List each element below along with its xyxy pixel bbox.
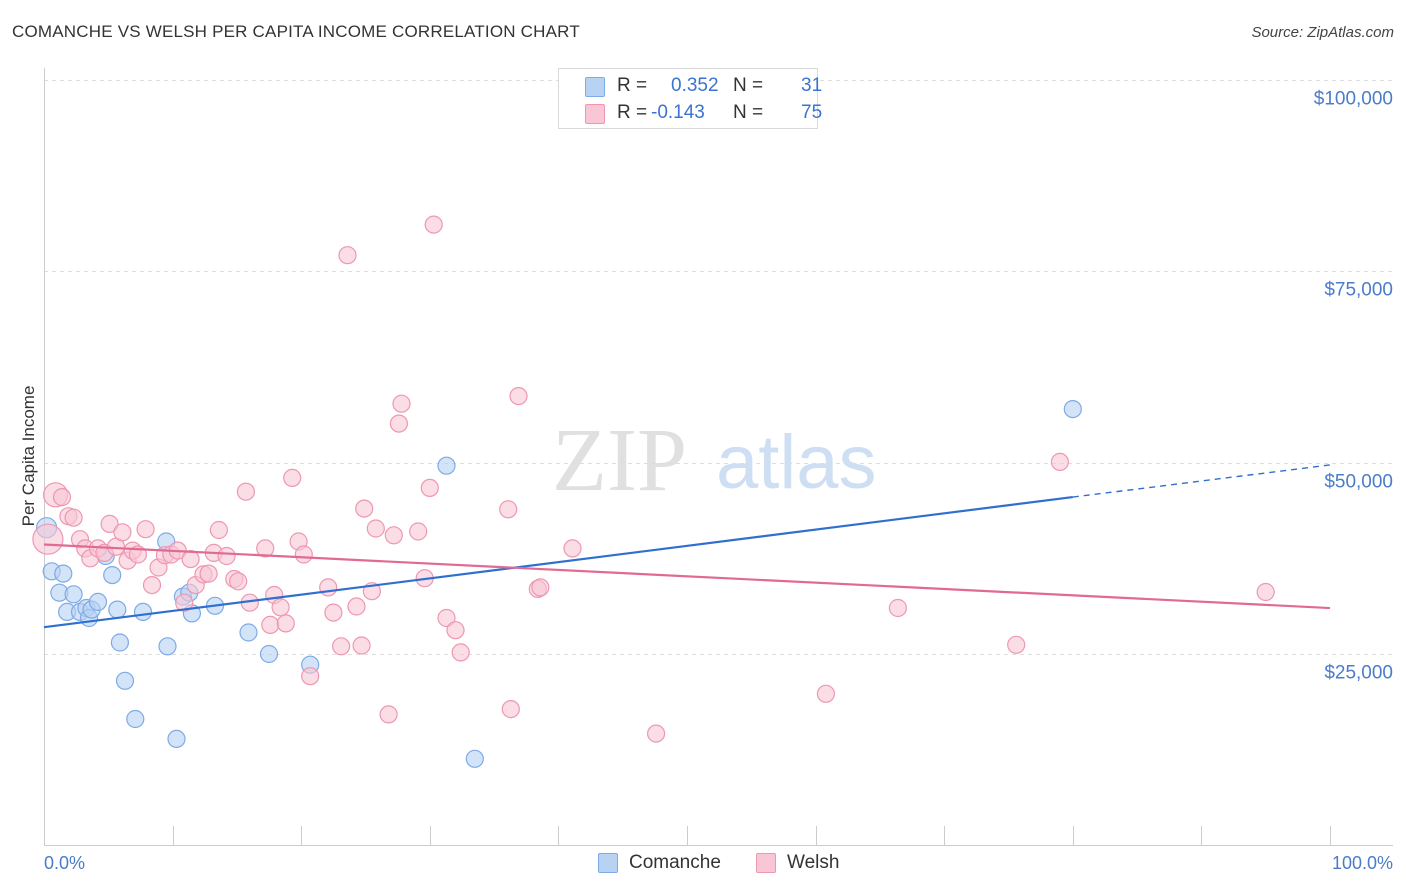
welsh-swatch	[585, 104, 605, 124]
y-tick-label: $75,000	[1324, 280, 1393, 301]
welsh-point	[451, 643, 470, 662]
comanche-legend-label: Comanche	[629, 852, 721, 873]
comanche-point	[126, 709, 145, 729]
comanche-point	[259, 644, 279, 664]
comanche-point	[108, 600, 127, 619]
welsh-point	[64, 508, 83, 527]
comanche-point	[465, 749, 484, 768]
welsh-point	[424, 215, 443, 234]
welsh-point	[409, 522, 428, 541]
welsh-point	[113, 523, 132, 542]
welsh-point	[1050, 452, 1070, 471]
y-tick-label: $25,000	[1324, 663, 1393, 684]
legend-n-label: N =	[733, 102, 764, 123]
comanche-trendline-extension	[1072, 464, 1331, 498]
welsh-point	[181, 549, 200, 569]
comanche-point	[115, 671, 135, 690]
welsh-point	[646, 724, 666, 743]
welsh-point	[283, 468, 302, 487]
welsh-point	[501, 699, 520, 719]
welsh-point	[319, 578, 338, 597]
comanche-point	[133, 602, 153, 622]
welsh-point	[420, 478, 439, 497]
watermark-atlas: atlas	[716, 420, 877, 505]
welsh-point	[338, 246, 357, 265]
comanche-point	[167, 729, 186, 749]
welsh-point	[446, 621, 465, 640]
welsh-point	[32, 523, 64, 555]
legend-r-value: 0.352	[671, 75, 719, 96]
welsh-trendline	[43, 543, 1331, 610]
welsh-point	[175, 593, 194, 612]
welsh-point	[52, 488, 72, 507]
source-label: Source: ZipAtlas.com	[1251, 24, 1394, 41]
comanche-legend-swatch	[598, 853, 618, 873]
welsh-point	[531, 578, 550, 597]
welsh-point	[100, 514, 119, 534]
welsh-point	[366, 519, 385, 538]
legend-r-label: R =	[617, 102, 648, 123]
welsh-point	[217, 546, 236, 566]
welsh-point	[301, 667, 320, 686]
welsh-point	[324, 603, 343, 622]
comanche-trendline	[43, 495, 1073, 629]
correlation-legend: R = 0.352 N = 31 R = -0.143 N = 75	[558, 68, 822, 129]
welsh-point	[392, 394, 411, 413]
welsh-point	[136, 520, 155, 539]
welsh-point	[499, 500, 518, 519]
watermark-zip: ZIP	[552, 411, 687, 510]
welsh-point	[888, 598, 908, 618]
comanche-point	[110, 633, 130, 652]
welsh-point	[261, 615, 280, 635]
legend-r-value: -0.143	[651, 102, 705, 123]
comanche-point	[437, 456, 456, 475]
welsh-point	[389, 414, 408, 433]
chart-title: COMANCHE VS WELSH PER CAPITA INCOME CORR…	[12, 22, 580, 41]
welsh-point	[1007, 635, 1026, 654]
y-tick-label: $100,000	[1314, 89, 1393, 110]
legend-n-label: N =	[733, 75, 764, 96]
comanche-point	[158, 637, 177, 656]
welsh-point	[509, 387, 528, 406]
welsh-point	[437, 608, 456, 628]
welsh-point	[199, 564, 218, 583]
welsh-point	[1256, 582, 1275, 602]
welsh-point	[276, 614, 295, 633]
y-axis-label: Per Capita Income	[19, 386, 38, 527]
comanche-point	[54, 564, 73, 583]
comanche-point	[239, 623, 258, 642]
welsh-point	[332, 637, 351, 656]
comanche-swatch	[585, 77, 605, 97]
welsh-point	[563, 539, 582, 558]
legend-n-value: 31	[801, 75, 823, 96]
welsh-point	[347, 597, 366, 616]
welsh-point	[229, 572, 248, 591]
welsh-point	[352, 636, 371, 655]
welsh-point	[294, 545, 313, 564]
welsh-point	[379, 705, 398, 724]
welsh-point	[271, 598, 290, 617]
legend-n-value: 75	[801, 102, 823, 123]
welsh-point	[142, 575, 162, 595]
welsh-point	[209, 520, 228, 540]
x-tick-label-min: 0.0%	[44, 853, 85, 873]
welsh-point	[256, 539, 275, 558]
welsh-legend-label: Welsh	[787, 852, 840, 873]
comanche-point	[64, 585, 83, 604]
comanche-point	[1063, 400, 1082, 419]
y-tick-label: $50,000	[1324, 472, 1393, 493]
welsh-legend-swatch	[756, 853, 776, 873]
comanche-point	[103, 565, 122, 585]
welsh-point	[236, 482, 255, 501]
welsh-point	[816, 684, 836, 703]
welsh-point	[355, 499, 374, 518]
x-tick-label-max: 100.0%	[1332, 853, 1393, 873]
legend-r-label: R =	[617, 75, 648, 96]
comanche-point	[88, 592, 108, 612]
welsh-point	[384, 526, 403, 545]
